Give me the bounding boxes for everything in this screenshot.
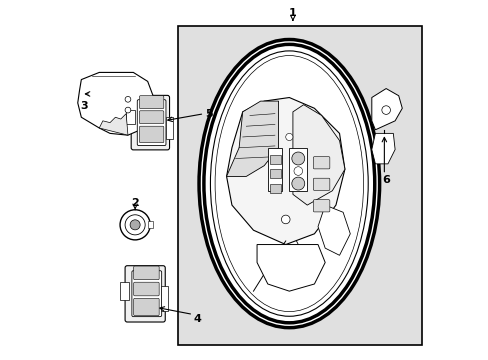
FancyBboxPatch shape [269,184,281,193]
Text: 1: 1 [288,8,296,18]
Bar [178,26,421,345]
FancyBboxPatch shape [125,266,165,322]
Polygon shape [226,101,278,176]
Text: 5: 5 [204,109,212,119]
Circle shape [125,215,145,235]
FancyBboxPatch shape [137,100,165,145]
Text: 6: 6 [382,175,389,185]
FancyBboxPatch shape [131,95,169,150]
Polygon shape [292,105,344,205]
FancyBboxPatch shape [133,266,159,280]
Text: 4: 4 [193,314,201,324]
Circle shape [291,152,304,165]
Circle shape [125,107,131,113]
FancyBboxPatch shape [161,286,168,311]
FancyBboxPatch shape [313,157,329,169]
Polygon shape [371,89,402,130]
Text: 2: 2 [131,198,139,208]
FancyBboxPatch shape [165,117,172,139]
FancyBboxPatch shape [313,178,329,190]
Circle shape [285,134,292,140]
Polygon shape [99,114,128,135]
Polygon shape [257,244,325,291]
Circle shape [293,167,302,175]
Ellipse shape [201,42,376,325]
Circle shape [130,220,140,230]
Circle shape [281,215,289,224]
FancyBboxPatch shape [313,200,329,212]
FancyBboxPatch shape [139,126,163,143]
Polygon shape [78,72,153,135]
Polygon shape [289,148,306,191]
FancyBboxPatch shape [269,155,281,164]
Ellipse shape [210,51,367,316]
FancyBboxPatch shape [120,282,129,300]
Circle shape [125,96,131,102]
FancyBboxPatch shape [133,298,159,316]
FancyBboxPatch shape [139,96,163,109]
FancyBboxPatch shape [126,110,135,125]
Circle shape [120,210,150,240]
Polygon shape [371,134,394,164]
Circle shape [291,177,304,190]
Polygon shape [317,205,349,255]
Polygon shape [267,148,282,191]
FancyBboxPatch shape [132,271,162,317]
Text: 3: 3 [80,102,87,112]
FancyBboxPatch shape [269,169,281,178]
FancyBboxPatch shape [147,221,153,228]
Polygon shape [226,98,344,244]
FancyBboxPatch shape [139,111,163,124]
Circle shape [381,106,389,114]
FancyBboxPatch shape [133,282,159,296]
